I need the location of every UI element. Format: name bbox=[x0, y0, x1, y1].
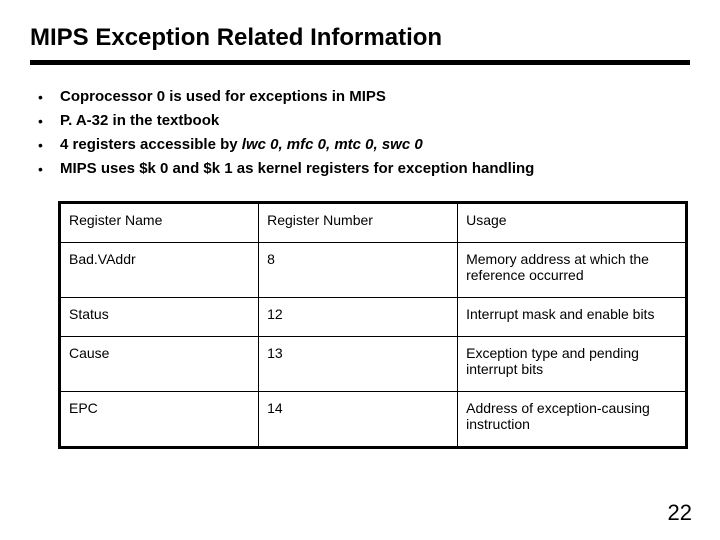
table-row: Status 12 Interrupt mask and enable bits bbox=[60, 298, 687, 337]
cell-name: Cause bbox=[60, 337, 259, 392]
register-table: Register Name Register Number Usage Bad.… bbox=[58, 201, 688, 449]
col-header-name: Register Name bbox=[60, 203, 259, 243]
cell-usage: Address of exception-causing instruction bbox=[458, 392, 687, 448]
cell-number: 13 bbox=[259, 337, 458, 392]
bullet-dot: • bbox=[36, 135, 60, 155]
bullet-text: MIPS uses $k 0 and $k 1 as kernel regist… bbox=[60, 159, 534, 179]
table-row: Bad.VAddr 8 Memory address at which the … bbox=[60, 243, 687, 298]
cell-usage: Interrupt mask and enable bits bbox=[458, 298, 687, 337]
table-row: Cause 13 Exception type and pending inte… bbox=[60, 337, 687, 392]
bullet-dot: • bbox=[36, 159, 60, 179]
list-item: • 4 registers accessible by lwc 0, mfc 0… bbox=[36, 135, 690, 155]
bullet-text: P. A-32 in the textbook bbox=[60, 111, 219, 131]
page-number: 22 bbox=[668, 500, 692, 526]
register-table-wrap: Register Name Register Number Usage Bad.… bbox=[58, 201, 680, 449]
cell-name: Status bbox=[60, 298, 259, 337]
cell-name: Bad.VAddr bbox=[60, 243, 259, 298]
cell-number: 8 bbox=[259, 243, 458, 298]
cell-name: EPC bbox=[60, 392, 259, 448]
title-rule bbox=[30, 60, 690, 65]
bullet-dot: • bbox=[36, 111, 60, 131]
list-item: • Coprocessor 0 is used for exceptions i… bbox=[36, 87, 690, 107]
bullet-list: • Coprocessor 0 is used for exceptions i… bbox=[36, 87, 690, 179]
table-row: EPC 14 Address of exception-causing inst… bbox=[60, 392, 687, 448]
bullet-text: Coprocessor 0 is used for exceptions in … bbox=[60, 87, 386, 107]
page-title: MIPS Exception Related Information bbox=[30, 24, 690, 52]
slide: MIPS Exception Related Information • Cop… bbox=[0, 0, 720, 540]
col-header-usage: Usage bbox=[458, 203, 687, 243]
cell-number: 12 bbox=[259, 298, 458, 337]
bullet-dot: • bbox=[36, 87, 60, 107]
col-header-number: Register Number bbox=[259, 203, 458, 243]
table-header-row: Register Name Register Number Usage bbox=[60, 203, 687, 243]
cell-number: 14 bbox=[259, 392, 458, 448]
bullet-text: 4 registers accessible by lwc 0, mfc 0, … bbox=[60, 135, 423, 155]
list-item: • P. A-32 in the textbook bbox=[36, 111, 690, 131]
cell-usage: Memory address at which the reference oc… bbox=[458, 243, 687, 298]
list-item: • MIPS uses $k 0 and $k 1 as kernel regi… bbox=[36, 159, 690, 179]
cell-usage: Exception type and pending interrupt bit… bbox=[458, 337, 687, 392]
